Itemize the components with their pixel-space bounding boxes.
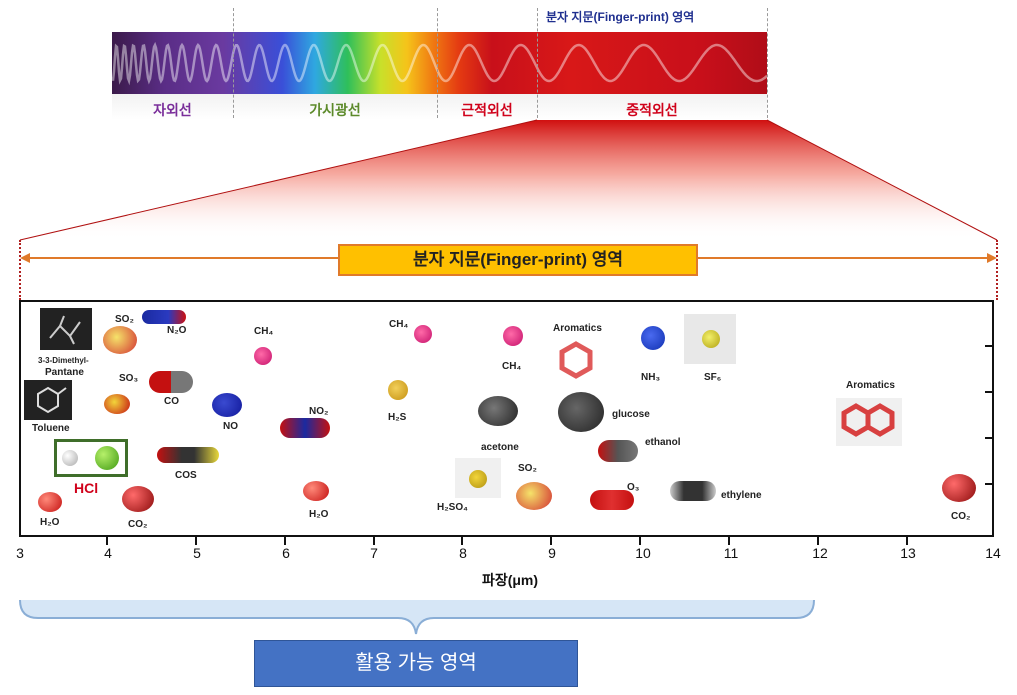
h2so4-molecule-icon [455,458,501,498]
band-divider [537,8,538,118]
tick-label: 3 [16,545,24,561]
label-co: CO [164,396,179,407]
x-axis-label: 파장(μm) [481,572,539,588]
label-nh3: NH₃ [641,372,661,383]
spectrum-bar [112,32,767,94]
tick-label: 7 [370,545,378,561]
tick-label: 9 [548,545,556,561]
co2-molecule-icon [122,486,154,512]
ch4-molecule-icon [503,326,523,346]
tick-label: 13 [900,545,916,561]
label-so2-b: SO₂ [518,463,537,474]
label-h2so4: H₂SO₄ [437,502,468,513]
co2-molecule-icon [942,474,976,502]
ethylene-molecule-icon [670,481,716,501]
ch4-molecule-icon [414,325,432,343]
h2o-molecule-icon [303,481,329,501]
label-co2-a: CO₂ [128,519,148,530]
ch4-molecule-icon [254,347,272,365]
label-ethylene: ethylene [721,490,762,501]
co-molecule-icon [149,371,193,393]
label-dimethyl-2: Pantane [45,367,84,378]
tick-label: 5 [193,545,201,561]
fingerprint-label: 분자 지문(Finger-print) 영역 [338,244,698,276]
so3-molecule-icon [104,394,130,414]
acetone-molecule-icon [478,396,518,426]
cos-molecule-icon [157,447,219,463]
spectrum-wave [112,41,767,86]
label-ch4-b: CH₄ [389,319,409,330]
tick-label: 12 [812,545,828,561]
ethanol-molecule-icon [598,440,638,462]
chlorine-atom-icon [95,446,119,470]
label-no: NO [223,421,238,432]
label-aromatics-b: Aromatics [846,380,895,391]
label-ch4-c: CH₄ [502,361,522,372]
label-co2-b: CO₂ [951,511,971,522]
no2-molecule-icon [280,418,330,438]
label-hcl: HCl [74,480,99,496]
plot-ticks [106,345,994,545]
band-visible: 가시광선 [309,102,361,118]
band-divider [767,8,768,118]
n2o-molecule-icon [142,310,186,324]
label-sf6: SF₆ [704,372,722,383]
range-right-marker [996,240,998,300]
so2-molecule-icon [103,326,137,354]
tick-label: 11 [723,545,739,561]
naphthalene-molecule-icon [836,398,902,446]
h2s-molecule-icon [388,380,408,400]
band-nir: 근적외선 [461,102,513,118]
tick-label: 4 [104,545,112,561]
glucose-molecule-icon [558,392,604,432]
band-mir: 중적외선 [626,102,678,118]
label-so2-a: SO₂ [115,314,134,325]
tick-label: 6 [282,545,290,561]
label-n2o: N₂O [167,325,187,336]
application-range-label: 활용 가능 영역 [254,640,578,687]
label-aromatics-a: Aromatics [553,323,602,334]
tick-label: 10 [635,545,651,561]
band-divider [233,8,234,118]
application-brace [19,599,815,635]
label-acetone: acetone [481,442,519,453]
so2-molecule-icon [516,482,552,510]
label-h2o-a: H₂O [40,517,60,528]
label-h2o-b: H₂O [309,509,329,520]
label-o3: O₃ [627,482,640,493]
spectrum-top-title: 분자 지문(Finger-print) 영역 [546,10,695,24]
label-cos: COS [175,470,197,481]
plot-box [19,300,994,537]
dimethylpentane-icon [40,308,92,350]
zoom-cone [19,119,998,241]
label-dimethyl-1: 3-3-Dimethyl- [38,356,89,365]
label-ethanol: ethanol [645,437,681,448]
no-molecule-icon [212,393,242,417]
tick-label: 8 [459,545,467,561]
h2o-molecule-icon [38,492,62,512]
hydrogen-atom-icon [62,450,78,466]
hcl-highlight-box [54,439,128,477]
label-no2: NO₂ [309,406,329,417]
tick-label: 14 [985,545,1001,561]
nh3-molecule-icon [641,326,665,350]
band-uv: 자외선 [153,102,192,118]
label-ch4-a: CH₄ [254,326,274,337]
toluene-icon [24,380,72,420]
spectrum-band-row [112,94,767,120]
label-glucose: glucose [612,409,650,420]
band-divider [437,8,438,118]
sf6-molecule-icon [684,314,736,364]
label-so3: SO₃ [119,373,139,384]
label-toluene: Toluene [32,423,70,434]
range-left-marker [19,240,21,300]
o3-molecule-icon [590,490,634,510]
label-h2s: H₂S [388,412,407,423]
benzene-ring-icon [559,341,593,379]
